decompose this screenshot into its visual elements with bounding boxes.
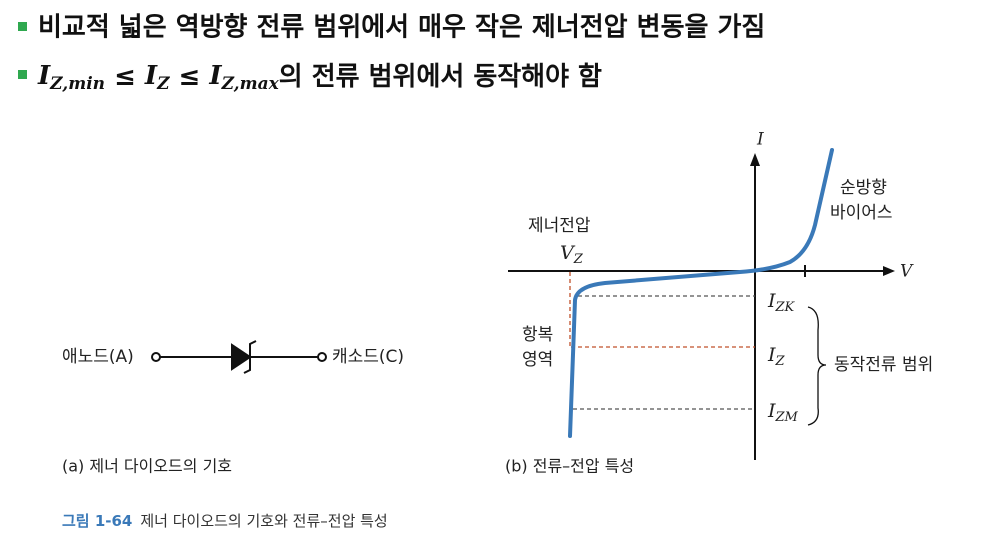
bullet-text: IZ,min ≤ IZ ≤ IZ,max의 전류 범위에서 동작해야 함 <box>37 61 602 94</box>
y-axis-label: I <box>756 130 764 150</box>
axes <box>508 153 895 460</box>
zener-symbol <box>151 340 327 374</box>
figure-caption: 그림 1-64 제너 다이오드의 기호와 전류–전압 특성 <box>62 512 388 530</box>
text: 의 전류 범위에서 동작해야 함 <box>279 62 602 92</box>
breakdown-label: 항복 <box>522 325 553 345</box>
figure-number: 그림 1-64 <box>62 512 132 530</box>
math: V <box>560 242 576 264</box>
math-sub: Z <box>775 354 786 369</box>
x-axis-label: V <box>900 262 914 282</box>
figure-text: 제너 다이오드의 기호와 전류–전압 특성 <box>140 512 387 530</box>
math: I <box>37 61 51 91</box>
math-sub: Z <box>573 252 584 267</box>
math: I <box>208 61 222 91</box>
bullet-icon <box>18 70 27 79</box>
math: I <box>767 290 776 312</box>
zener-voltage-label: 제너전압 <box>528 216 591 236</box>
anode-label: 애노드(A) <box>62 347 134 367</box>
forward-label: 바이어스 <box>830 203 893 223</box>
math: I <box>767 344 776 366</box>
math-sub: ZK <box>775 300 796 315</box>
forward-label: 순방향 <box>840 178 887 198</box>
iv-curve <box>568 148 834 438</box>
math: I <box>767 400 776 422</box>
breakdown-label: 영역 <box>522 350 553 370</box>
caption-b: (b) 전류–전압 특성 <box>505 457 634 476</box>
izm-label: IZM <box>767 400 799 425</box>
brace <box>807 306 827 426</box>
bullet-icon <box>18 22 27 31</box>
math-op: ≤ <box>170 62 210 92</box>
math: I <box>144 61 158 91</box>
math-sub: ZM <box>775 410 799 425</box>
guides <box>569 272 755 410</box>
math-sub: Z,max <box>221 74 280 94</box>
izk-label: IZK <box>767 290 796 315</box>
range-label: 동작전류 범위 <box>834 355 933 375</box>
math-op: ≤ <box>105 62 145 92</box>
vz-label: VZ <box>560 242 584 267</box>
bullet-text: 비교적 넓은 역방향 전류 범위에서 매우 작은 제너전압 변동을 가짐 <box>38 13 765 43</box>
math-sub: Z,min <box>49 74 105 94</box>
caption-a: (a) 제너 다이오드의 기호 <box>62 457 232 476</box>
math-sub: Z <box>156 74 170 94</box>
iz-label: IZ <box>767 344 786 369</box>
cathode-label: 캐소드(C) <box>332 347 404 367</box>
